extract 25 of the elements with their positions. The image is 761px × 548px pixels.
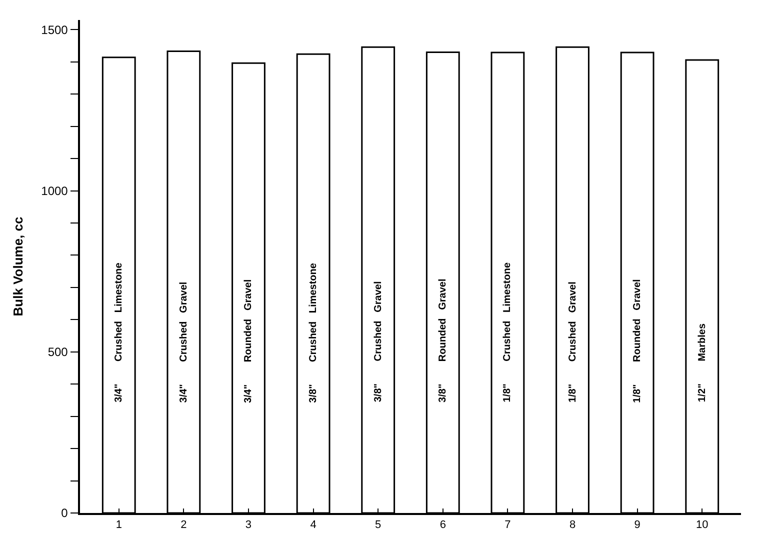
annotation: 3/8" Crushed Gravel — [373, 281, 384, 402]
annotation: 1/8" Crushed Limestone — [502, 262, 514, 402]
y-tick-label: 500 — [48, 345, 68, 360]
annotation: 1/8" Rounded Gravel — [632, 278, 643, 403]
annotation: 3/8" Rounded Gravel — [437, 278, 448, 402]
x-tick-label: 2 — [180, 518, 187, 531]
x-tick-label: 1 — [116, 518, 122, 531]
x-tick-label: 7 — [504, 518, 511, 531]
x-tick-label: 10 — [696, 518, 708, 531]
x-tick-label: 8 — [569, 518, 576, 531]
annotation: 1/2" Marbles — [697, 323, 708, 402]
x-tick-label: 3 — [245, 518, 252, 531]
annotation: 3/4" Rounded Gravel — [242, 279, 254, 404]
annotation: 3/4" Crushed Gravel — [178, 282, 190, 403]
y-tick-label: 0 — [61, 506, 68, 520]
annotation: 1/8" Crushed Gravel — [567, 281, 578, 403]
x-tick-label: 4 — [310, 518, 316, 531]
x-tick-label: 9 — [634, 518, 640, 531]
y-tick-label: 1000 — [41, 184, 68, 198]
y-axis-title: Bulk Volume, cc — [10, 216, 26, 316]
x-tick-label: 6 — [440, 518, 446, 531]
annotation: 3/4" Crushed Limestone — [113, 262, 124, 402]
x-tick-label: 5 — [375, 518, 382, 531]
annotation: 3/8" Crushed Limestone — [308, 262, 319, 403]
y-tick-label: 1500 — [41, 22, 68, 37]
